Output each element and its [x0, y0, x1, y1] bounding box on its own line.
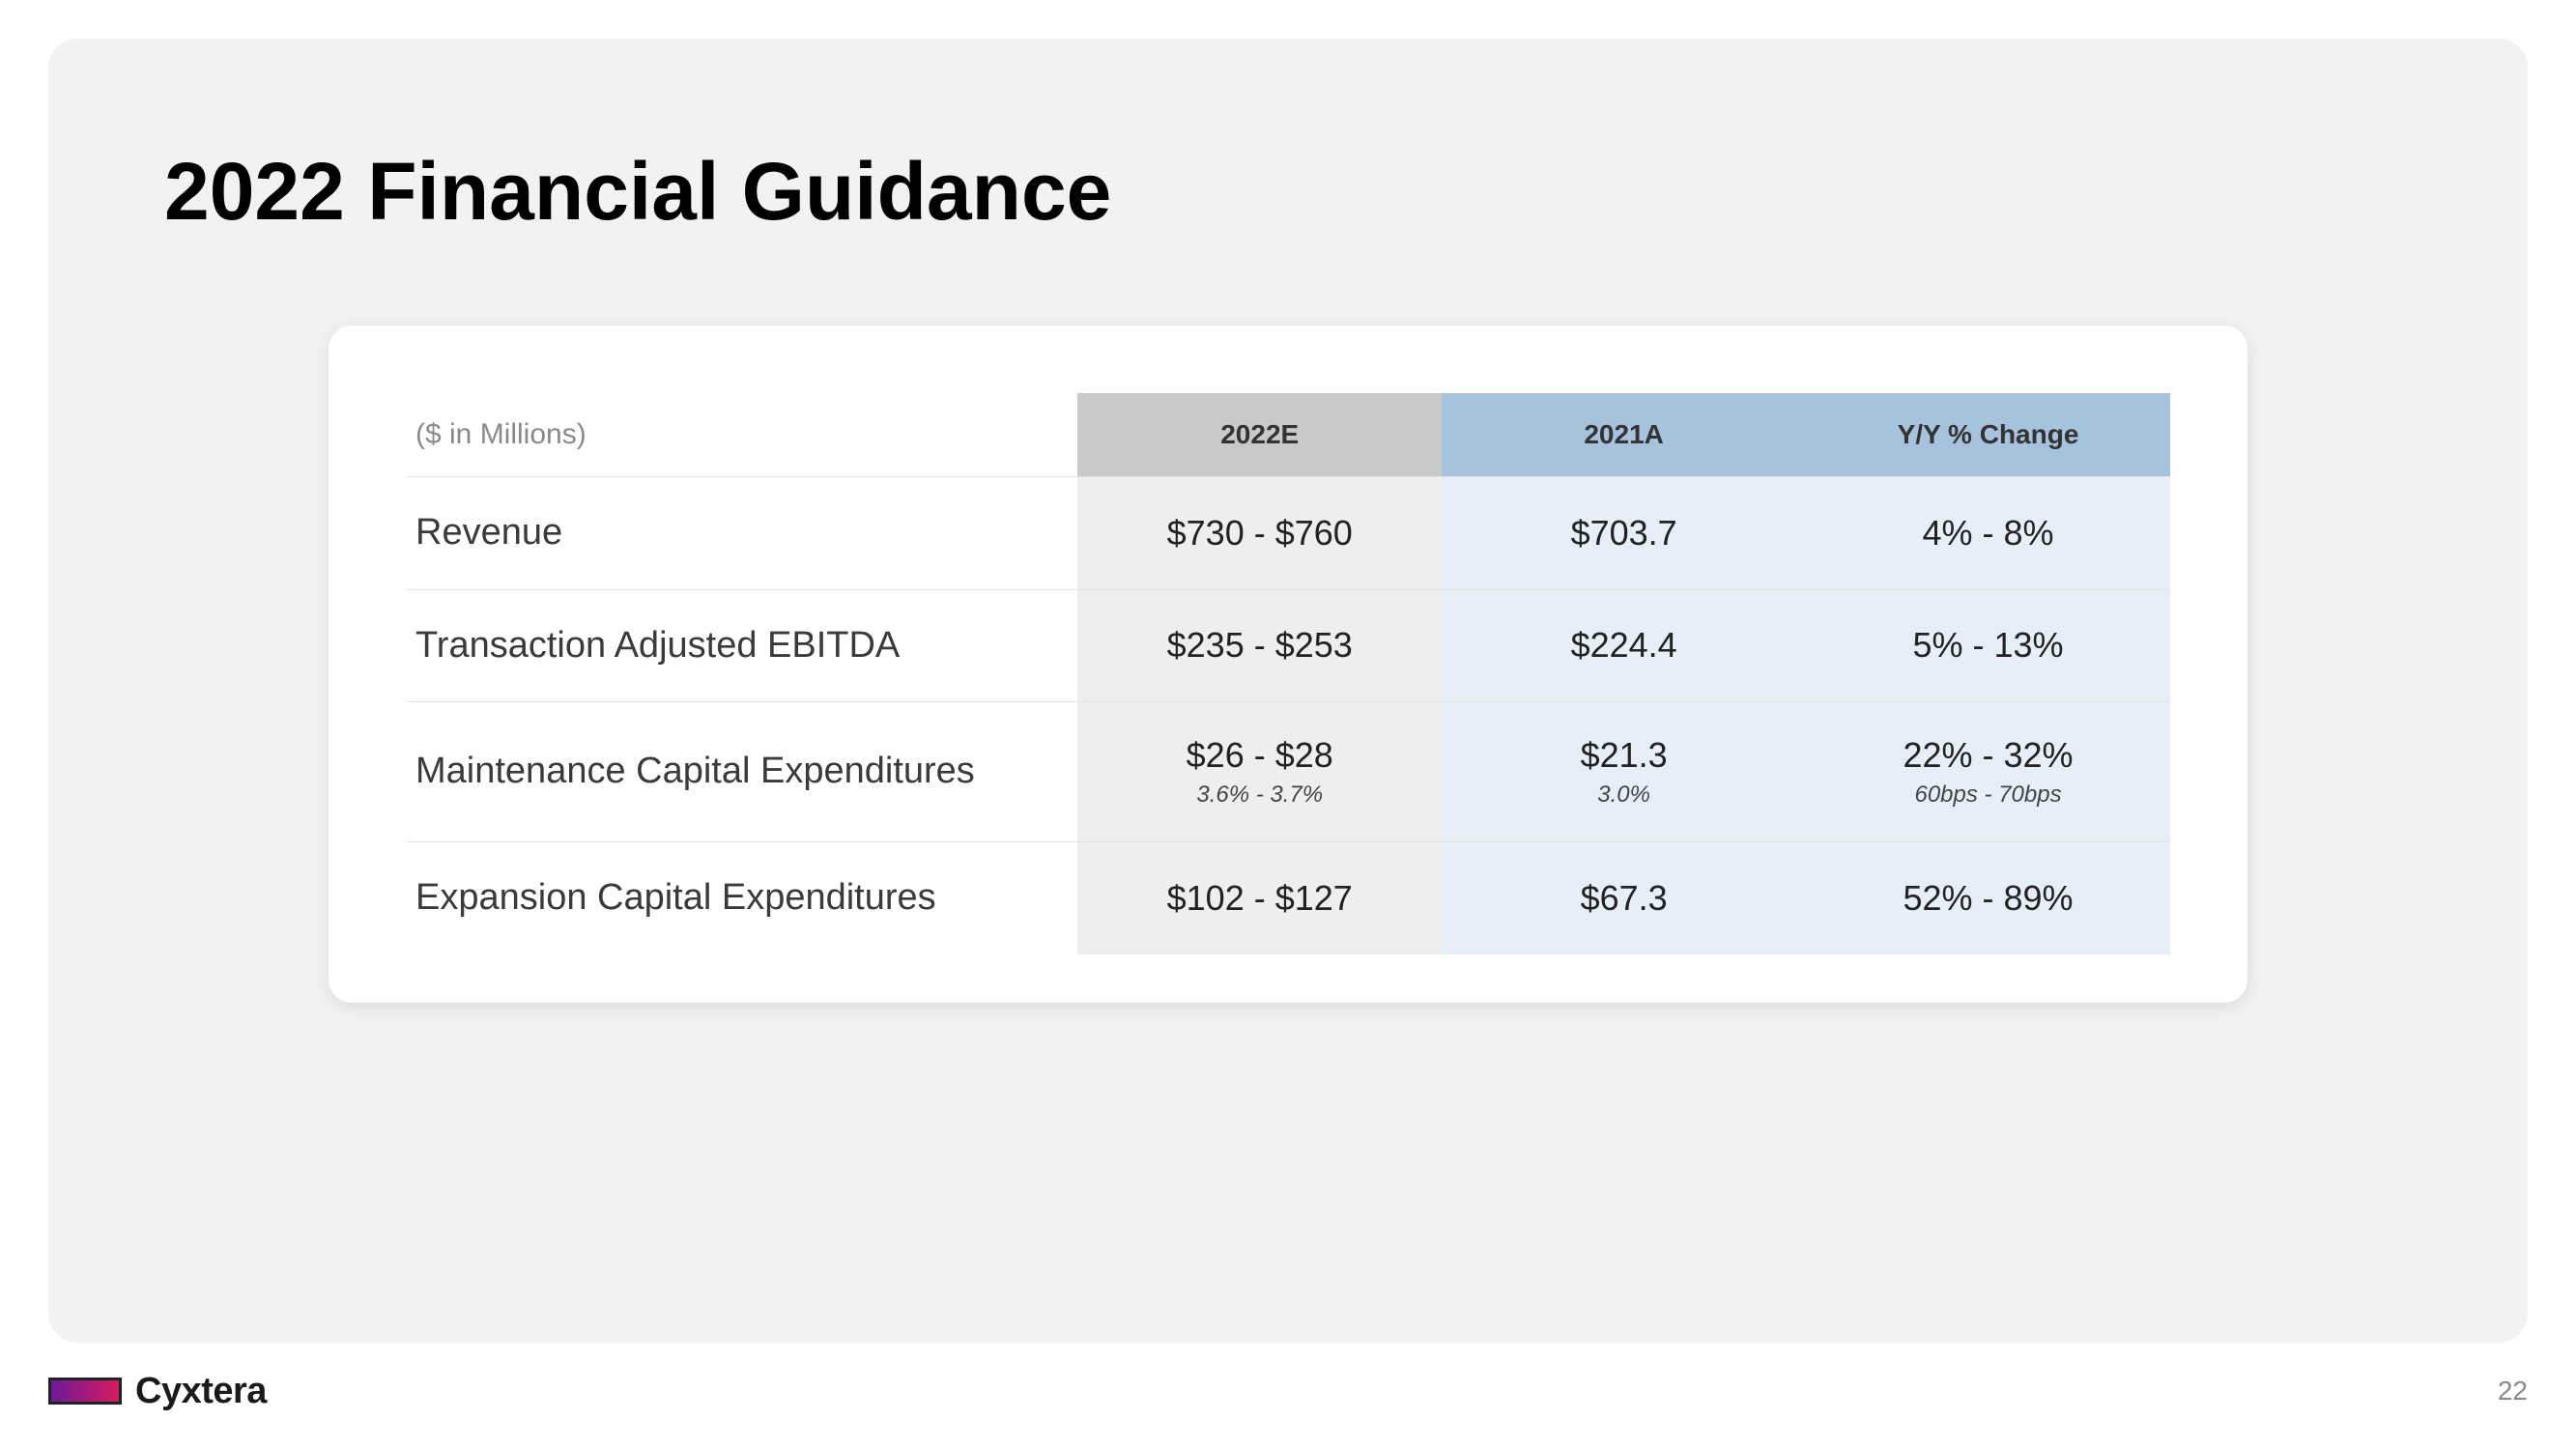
cell-value: $67.3	[1442, 842, 1806, 954]
cell-main: 52% - 89%	[1903, 878, 2073, 918]
cell-main: $235 - $253	[1167, 625, 1353, 665]
cell-value: $21.3 3.0%	[1442, 702, 1806, 842]
cell-value: 4% - 8%	[1806, 477, 2170, 590]
page-title: 2022 Financial Guidance	[164, 145, 2412, 239]
cell-sub: 3.0%	[1451, 781, 1796, 809]
table-card: ($ in Millions) 2022E 2021A Y/Y % Change…	[329, 326, 2247, 1003]
cell-main: $26 - $28	[1187, 735, 1333, 775]
brand-logo: Cyxtera	[48, 1371, 267, 1412]
financial-guidance-table: ($ in Millions) 2022E 2021A Y/Y % Change…	[406, 393, 2170, 954]
cell-value: 52% - 89%	[1806, 842, 2170, 954]
cell-value: 5% - 13%	[1806, 589, 2170, 702]
table-row: Maintenance Capital Expenditures $26 - $…	[406, 702, 2170, 842]
table-header-row: ($ in Millions) 2022E 2021A Y/Y % Change	[406, 393, 2170, 477]
table-row: Transaction Adjusted EBITDA $235 - $253 …	[406, 589, 2170, 702]
table-row: Revenue $730 - $760 $703.7 4% - 8%	[406, 477, 2170, 590]
cell-main: 22% - 32%	[1903, 735, 2073, 775]
row-label: Expansion Capital Expenditures	[406, 842, 1077, 954]
row-label: Maintenance Capital Expenditures	[406, 702, 1077, 842]
cell-main: $21.3	[1581, 735, 1668, 775]
row-label: Transaction Adjusted EBITDA	[406, 589, 1077, 702]
slide-panel: 2022 Financial Guidance ($ in Millions) …	[48, 39, 2528, 1343]
logo-mark-icon	[48, 1378, 122, 1405]
row-label: Revenue	[406, 477, 1077, 590]
brand-name: Cyxtera	[135, 1371, 267, 1412]
cell-value: $102 - $127	[1077, 842, 1442, 954]
cell-sub: 3.6% - 3.7%	[1087, 781, 1432, 809]
cell-value: $703.7	[1442, 477, 1806, 590]
cell-main: $730 - $760	[1167, 513, 1353, 553]
cell-value: $26 - $28 3.6% - 3.7%	[1077, 702, 1442, 842]
cell-main: 5% - 13%	[1912, 625, 2063, 665]
page-number: 22	[2498, 1376, 2528, 1406]
cell-value: 22% - 32% 60bps - 70bps	[1806, 702, 2170, 842]
cell-value: $730 - $760	[1077, 477, 1442, 590]
cell-main: $102 - $127	[1167, 878, 1353, 918]
cell-main: $224.4	[1571, 625, 1677, 665]
table-row: Expansion Capital Expenditures $102 - $1…	[406, 842, 2170, 954]
cell-main: $67.3	[1581, 878, 1668, 918]
cell-sub: 60bps - 70bps	[1816, 781, 2161, 809]
cell-value: $235 - $253	[1077, 589, 1442, 702]
col-header-2022e: 2022E	[1077, 393, 1442, 477]
cell-main: 4% - 8%	[1923, 513, 2054, 553]
cell-value: $224.4	[1442, 589, 1806, 702]
cell-main: $703.7	[1571, 513, 1677, 553]
col-header-2021a: 2021A	[1442, 393, 1806, 477]
slide-footer: Cyxtera 22	[48, 1362, 2528, 1420]
col-header-yy-change: Y/Y % Change	[1806, 393, 2170, 477]
units-label: ($ in Millions)	[406, 393, 1077, 477]
